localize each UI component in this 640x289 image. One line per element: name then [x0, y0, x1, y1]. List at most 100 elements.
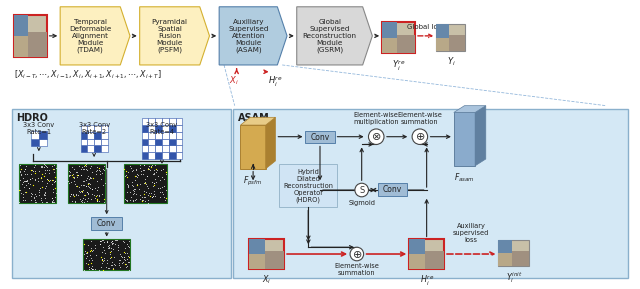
Point: [138, 198, 148, 203]
Point: [136, 168, 147, 173]
Point: [83, 196, 93, 201]
Point: [69, 175, 79, 180]
Point: [91, 171, 101, 176]
Point: [96, 255, 106, 259]
Point: [16, 171, 26, 176]
Bar: [233, 109, 628, 278]
Point: [108, 247, 118, 251]
Text: $\oplus$: $\oplus$: [352, 249, 362, 260]
Point: [16, 173, 26, 177]
Point: [51, 165, 61, 170]
Bar: [81, 145, 87, 152]
Point: [161, 196, 171, 201]
Polygon shape: [266, 117, 275, 169]
Bar: [162, 152, 169, 159]
Point: [125, 190, 136, 194]
Point: [106, 246, 116, 250]
Point: [47, 196, 58, 201]
Point: [113, 248, 123, 252]
Point: [114, 261, 124, 266]
Point: [122, 251, 132, 255]
Point: [77, 200, 87, 205]
Point: [40, 163, 50, 167]
Point: [150, 166, 161, 171]
Point: [108, 242, 118, 247]
Point: [68, 192, 78, 197]
Point: [80, 162, 90, 167]
Bar: [249, 240, 265, 254]
Point: [15, 168, 25, 173]
Point: [87, 187, 97, 191]
Point: [76, 189, 86, 194]
Bar: [81, 132, 87, 139]
Point: [99, 200, 109, 205]
Point: [108, 267, 118, 272]
Point: [39, 191, 49, 196]
Point: [106, 263, 116, 267]
Point: [150, 162, 160, 167]
Bar: [94, 145, 101, 152]
Point: [121, 173, 131, 178]
Point: [106, 262, 116, 267]
Point: [90, 195, 100, 200]
Point: [81, 255, 92, 260]
Point: [27, 191, 37, 196]
Point: [98, 238, 108, 242]
Point: [29, 199, 40, 204]
Point: [130, 187, 140, 192]
Point: [127, 198, 138, 203]
Point: [26, 198, 36, 203]
Point: [94, 194, 104, 199]
Point: [69, 178, 79, 183]
Bar: [382, 38, 397, 53]
Point: [45, 178, 55, 182]
Point: [120, 245, 131, 250]
Point: [81, 162, 92, 166]
Point: [123, 184, 133, 188]
Point: [118, 240, 129, 244]
Bar: [12, 109, 231, 278]
Bar: [155, 118, 162, 125]
Point: [47, 199, 57, 203]
Point: [31, 194, 41, 198]
Point: [72, 173, 83, 177]
Point: [81, 198, 92, 203]
Bar: [148, 139, 155, 145]
Point: [145, 168, 155, 173]
Polygon shape: [454, 106, 486, 112]
Point: [88, 175, 99, 180]
Bar: [31, 131, 39, 139]
Point: [79, 242, 90, 247]
Bar: [499, 240, 513, 253]
Text: Global loss: Global loss: [406, 24, 445, 30]
Point: [42, 168, 52, 172]
Point: [120, 258, 130, 262]
Point: [74, 189, 84, 194]
Text: $H_i^{re}$: $H_i^{re}$: [268, 75, 282, 89]
Point: [41, 199, 51, 204]
Point: [86, 176, 96, 181]
Point: [95, 176, 106, 181]
Point: [109, 254, 119, 259]
Bar: [162, 125, 169, 132]
Point: [34, 188, 44, 192]
Point: [129, 191, 139, 196]
Bar: [409, 240, 444, 268]
Point: [35, 174, 45, 179]
Point: [114, 258, 124, 263]
Point: [25, 176, 35, 181]
Point: [147, 179, 157, 184]
Point: [37, 165, 47, 169]
Text: 3x3 Conv
Rate=2: 3x3 Conv Rate=2: [79, 122, 109, 135]
Bar: [31, 139, 39, 147]
Point: [118, 254, 129, 259]
Point: [67, 199, 77, 204]
Circle shape: [350, 247, 364, 261]
Point: [86, 265, 96, 270]
Point: [73, 173, 83, 178]
Polygon shape: [60, 7, 130, 65]
Point: [28, 169, 38, 174]
Point: [79, 183, 89, 188]
Point: [71, 169, 81, 174]
Point: [119, 167, 129, 171]
